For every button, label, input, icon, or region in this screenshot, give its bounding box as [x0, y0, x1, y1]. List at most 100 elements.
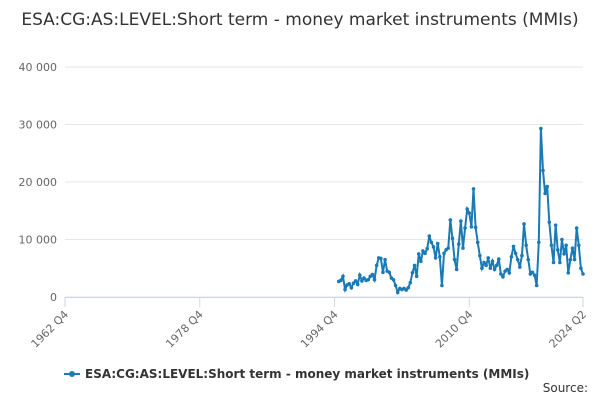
point: [532, 273, 537, 277]
point: [492, 267, 497, 272]
series-line: [338, 128, 584, 296]
point: [341, 274, 345, 279]
point: [446, 246, 451, 250]
point: [351, 281, 356, 286]
point: [541, 168, 545, 173]
y-tick-label: 40 000: [19, 61, 58, 74]
point: [383, 257, 387, 262]
point: [467, 211, 472, 215]
point: [547, 220, 552, 225]
point: [353, 279, 358, 283]
point: [536, 240, 541, 245]
y-tick-label: 0: [50, 291, 57, 304]
point: [429, 240, 434, 245]
point: [490, 259, 495, 264]
point: [501, 275, 505, 279]
point: [379, 256, 383, 261]
point: [564, 243, 568, 248]
point: [507, 271, 512, 275]
point: [425, 246, 429, 251]
point: [562, 252, 566, 256]
point: [343, 287, 347, 292]
point: [496, 257, 501, 261]
point: [534, 283, 539, 288]
point: [421, 249, 425, 253]
point: [522, 222, 526, 226]
point: [427, 234, 432, 238]
point: [555, 248, 560, 252]
point: [433, 256, 438, 260]
legend-label: ESA:CG:AS:LEVEL:Short term - money marke…: [85, 367, 529, 381]
point: [486, 256, 491, 260]
point: [452, 257, 457, 262]
point: [440, 283, 444, 288]
point: [416, 252, 421, 256]
point: [360, 279, 364, 283]
y-tick-label: 10 000: [19, 234, 58, 247]
point: [524, 243, 528, 248]
point: [499, 272, 503, 276]
point: [543, 191, 547, 196]
point: [576, 243, 581, 248]
point: [423, 251, 427, 256]
point: [471, 187, 476, 191]
point: [387, 270, 392, 275]
point: [475, 240, 480, 245]
point: [579, 266, 583, 271]
x-tick-label: 1962 Q4: [29, 308, 72, 351]
point: [381, 270, 385, 275]
point: [404, 288, 408, 292]
x-tick-label: 2010 Q4: [433, 308, 476, 351]
point: [442, 251, 446, 256]
point: [581, 272, 585, 276]
point: [509, 254, 514, 259]
point: [357, 273, 362, 277]
x-tick-label: 1994 Q4: [298, 308, 341, 351]
point: [494, 263, 499, 268]
point: [488, 266, 493, 271]
point: [574, 226, 579, 230]
point: [568, 257, 573, 262]
point: [414, 274, 419, 279]
point: [393, 283, 398, 288]
point: [456, 242, 461, 246]
point: [463, 226, 467, 230]
point: [450, 236, 455, 241]
source: Source:: [543, 381, 588, 395]
point: [410, 271, 415, 275]
point: [448, 218, 453, 222]
point: [478, 253, 482, 258]
point: [454, 267, 459, 272]
point: [518, 265, 522, 269]
point: [473, 225, 478, 230]
point: [549, 243, 554, 248]
point: [511, 244, 516, 249]
x-tick-label: 1978 Q4: [163, 308, 206, 351]
point: [370, 272, 375, 277]
point: [362, 276, 366, 280]
point: [408, 280, 413, 285]
point: [545, 184, 550, 189]
point: [572, 257, 577, 262]
point: [526, 257, 531, 262]
point: [570, 246, 575, 250]
point: [355, 282, 360, 287]
point: [438, 254, 442, 259]
y-tick-label: 30 000: [19, 119, 58, 132]
legend-marker: [69, 371, 75, 377]
point: [465, 207, 469, 211]
point: [551, 260, 556, 265]
chart-title: ESA:CG:AS:LEVEL:Short term - money marke…: [21, 10, 579, 30]
point: [566, 271, 571, 275]
point: [484, 263, 488, 268]
point: [391, 277, 396, 282]
point: [347, 281, 352, 286]
point: [558, 260, 562, 265]
point: [480, 266, 484, 271]
point: [482, 260, 486, 265]
point: [513, 251, 518, 256]
point: [339, 278, 343, 283]
point: [366, 277, 371, 282]
point: [431, 245, 436, 249]
point: [419, 259, 423, 264]
